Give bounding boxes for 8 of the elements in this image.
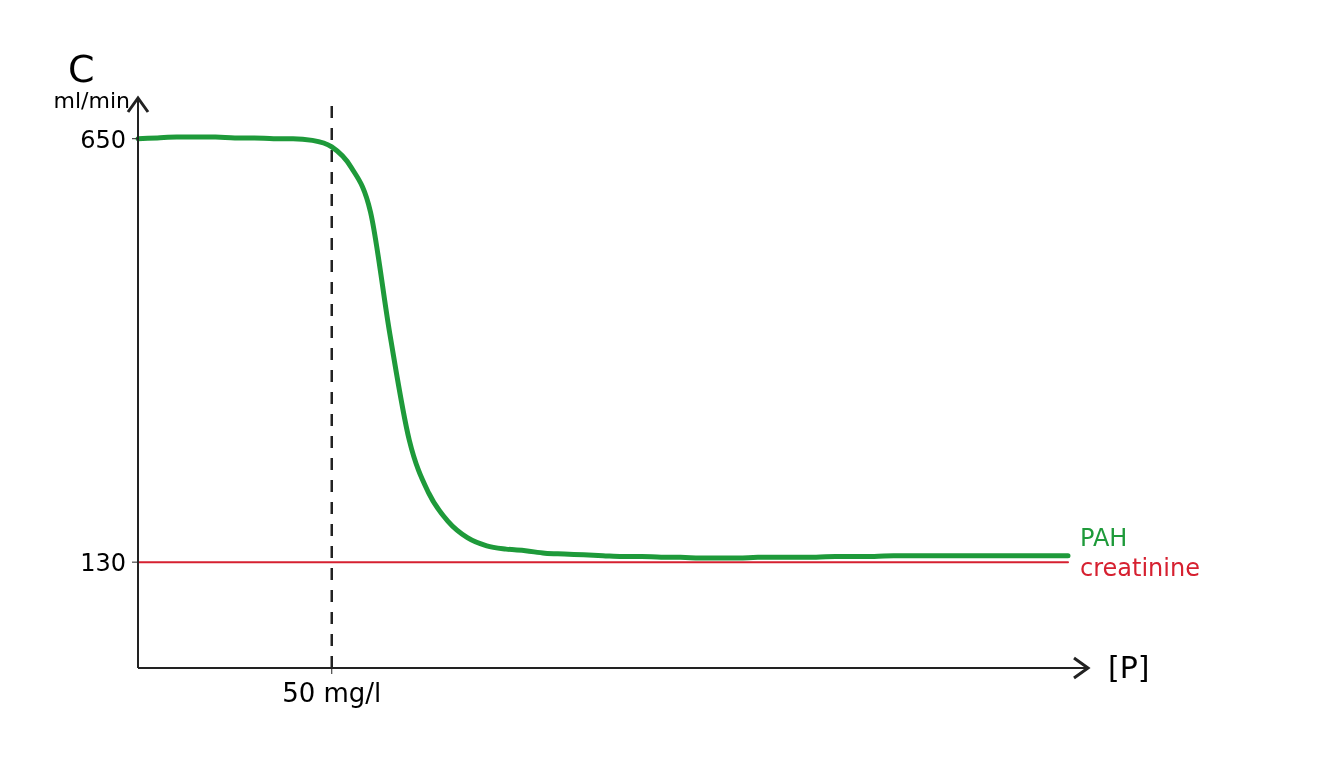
x-axis-title: [P] [1108, 650, 1150, 685]
text: ml/min [53, 88, 130, 113]
y-axis-title: C [68, 47, 95, 91]
series-label: creatinine [1080, 554, 1200, 583]
y-tick-label: 650 [80, 125, 126, 154]
x-tick-label: 50 mg/l [282, 678, 382, 708]
series-label: PAH [1080, 523, 1128, 552]
y-tick-label: 130 [80, 549, 126, 578]
